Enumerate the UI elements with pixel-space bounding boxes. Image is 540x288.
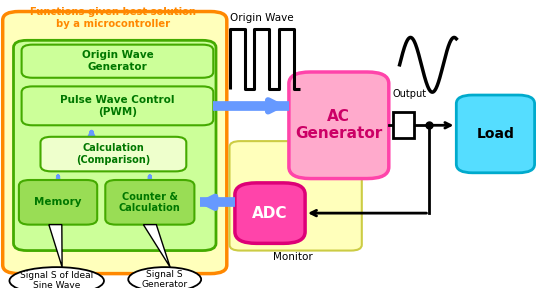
- FancyBboxPatch shape: [14, 40, 216, 251]
- Polygon shape: [49, 225, 62, 267]
- FancyBboxPatch shape: [456, 95, 535, 173]
- Bar: [393, 112, 414, 138]
- Text: Monitor: Monitor: [273, 252, 313, 262]
- Ellipse shape: [9, 267, 104, 288]
- Text: Calculation
(Comparison): Calculation (Comparison): [76, 143, 151, 165]
- Text: Signal S of Ideal
Sine Wave: Signal S of Ideal Sine Wave: [20, 271, 93, 288]
- Text: Origin Wave: Origin Wave: [230, 13, 293, 23]
- FancyBboxPatch shape: [105, 180, 194, 225]
- Ellipse shape: [129, 267, 201, 288]
- FancyBboxPatch shape: [40, 137, 186, 171]
- FancyBboxPatch shape: [3, 12, 227, 274]
- FancyBboxPatch shape: [289, 72, 389, 179]
- Text: Counter &
Calculation: Counter & Calculation: [119, 192, 181, 213]
- Text: Pulse Wave Control
(PWM): Pulse Wave Control (PWM): [60, 95, 175, 117]
- Polygon shape: [144, 225, 170, 267]
- Text: AC
Generator: AC Generator: [295, 109, 382, 141]
- Text: Origin Wave
Generator: Origin Wave Generator: [82, 50, 153, 72]
- FancyBboxPatch shape: [22, 86, 213, 125]
- Text: Signal S
Generator: Signal S Generator: [141, 270, 188, 288]
- FancyBboxPatch shape: [19, 180, 97, 225]
- Text: Output: Output: [392, 89, 426, 99]
- FancyBboxPatch shape: [230, 141, 362, 251]
- Text: ADC: ADC: [252, 206, 288, 221]
- FancyBboxPatch shape: [235, 183, 305, 243]
- Text: Functions given best solution
by a microcontroller: Functions given best solution by a micro…: [30, 7, 197, 29]
- Text: Load: Load: [476, 127, 515, 141]
- Text: Memory: Memory: [35, 197, 82, 207]
- FancyBboxPatch shape: [22, 45, 213, 78]
